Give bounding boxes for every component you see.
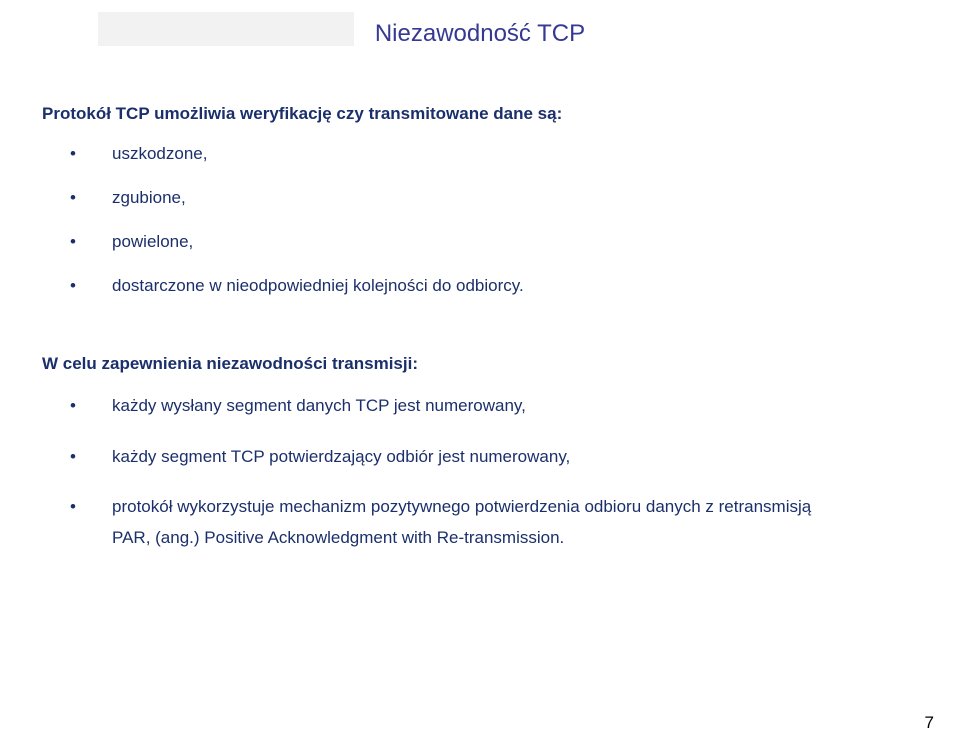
list-item: powielone,: [70, 232, 918, 252]
page-number: 7: [925, 713, 934, 733]
list-item: dostarczone w nieodpowiedniej kolejności…: [70, 276, 918, 296]
page-title: Niezawodność TCP: [0, 20, 960, 48]
section-2-intro: W celu zapewnienia niezawodności transmi…: [42, 354, 918, 374]
section-2: W celu zapewnienia niezawodności transmi…: [42, 354, 918, 551]
section-1: Protokół TCP umożliwia weryfikację czy t…: [42, 104, 918, 320]
list-item: uszkodzone,: [70, 144, 918, 164]
list-item: każdy segment TCP potwierdzający odbiór …: [70, 445, 918, 470]
section-1-list: uszkodzone, zgubione, powielone, dostarc…: [70, 144, 918, 296]
list-item: każdy wysłany segment danych TCP jest nu…: [70, 394, 918, 419]
section-2-list: każdy wysłany segment danych TCP jest nu…: [70, 394, 918, 520]
section-1-intro: Protokół TCP umożliwia weryfikację czy t…: [42, 104, 918, 124]
document-page: Niezawodność TCP Protokół TCP umożliwia …: [0, 0, 960, 747]
section-2-subline: PAR, (ang.) Positive Acknowledgment with…: [112, 526, 918, 551]
list-item: protokół wykorzystuje mechanizm pozytywn…: [70, 495, 918, 520]
list-item: zgubione,: [70, 188, 918, 208]
